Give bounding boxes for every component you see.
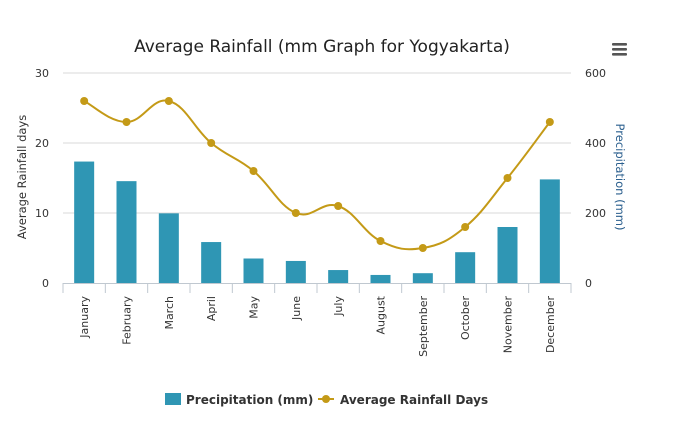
- bar[interactable]: [412, 273, 433, 283]
- line-point[interactable]: [503, 174, 512, 182]
- x-tick-label: August: [375, 295, 388, 334]
- bar[interactable]: [201, 242, 222, 283]
- legend-label-precipitation: Precipitation (mm): [186, 393, 313, 407]
- bar[interactable]: [243, 258, 264, 284]
- x-tick-label: March: [163, 296, 176, 330]
- left-axis-ticks: 0 10 20 30: [35, 67, 49, 290]
- hamburger-menu-icon: [612, 43, 627, 56]
- x-tick-label: July: [332, 296, 345, 317]
- grid-lines: [63, 72, 571, 214]
- x-tick-label: June: [290, 296, 303, 321]
- bar[interactable]: [328, 270, 349, 283]
- line-series: [80, 97, 554, 252]
- line-point[interactable]: [207, 139, 216, 147]
- left-tick-label: 30: [35, 67, 49, 80]
- line-point[interactable]: [122, 118, 131, 126]
- menu-button[interactable]: [608, 38, 632, 58]
- line-point[interactable]: [291, 209, 300, 217]
- x-axis: January February March April May June July Augu…: [62, 283, 572, 357]
- line-point[interactable]: [461, 223, 470, 231]
- legend-swatch-precipitation: [165, 393, 181, 405]
- right-axis-title: Precipitation (mm): [613, 124, 627, 231]
- legend-item-precipitation[interactable]: Precipitation (mm): [165, 393, 313, 407]
- x-tick-label: February: [121, 296, 134, 345]
- legend-swatch-marker: [322, 395, 330, 403]
- x-tick-label: October: [459, 296, 472, 340]
- line-point[interactable]: [376, 237, 385, 245]
- line-point[interactable]: [418, 244, 427, 252]
- right-tick-label: 0: [585, 277, 592, 290]
- x-tick-label: September: [417, 296, 430, 357]
- line-point[interactable]: [545, 118, 554, 126]
- bar[interactable]: [539, 179, 560, 283]
- bar[interactable]: [74, 161, 95, 283]
- bar-series: [74, 161, 560, 284]
- x-tick-label: November: [502, 296, 515, 354]
- x-tick-label: May: [248, 296, 261, 319]
- left-tick-label: 20: [35, 137, 49, 150]
- line-point[interactable]: [80, 97, 89, 105]
- legend: Precipitation (mm) Average Rainfall Days: [165, 393, 488, 407]
- bar[interactable]: [285, 260, 306, 283]
- bar[interactable]: [116, 181, 137, 283]
- right-tick-label: 200: [585, 207, 606, 220]
- x-tick-label: January: [78, 296, 91, 339]
- rainfall-days-line: [83, 99, 551, 251]
- x-tick-label: April: [205, 296, 218, 321]
- chart-title: Average Rainfall (mm Graph for Yogyakart…: [134, 37, 510, 57]
- left-tick-label: 10: [35, 207, 49, 220]
- left-tick-label: 0: [42, 277, 49, 290]
- right-tick-label: 400: [585, 137, 606, 150]
- right-tick-label: 600: [585, 67, 606, 80]
- right-axis-ticks: 0 200 400 600: [585, 67, 606, 290]
- bar[interactable]: [497, 227, 518, 283]
- left-axis-title: Average Rainfall days: [15, 115, 29, 239]
- bar[interactable]: [455, 252, 476, 283]
- bar[interactable]: [370, 274, 391, 283]
- bar[interactable]: [158, 213, 179, 283]
- x-tick-label: December: [544, 296, 557, 354]
- legend-label-rainfall-days: Average Rainfall Days: [340, 393, 488, 407]
- line-point[interactable]: [164, 97, 173, 105]
- line-point[interactable]: [249, 167, 258, 175]
- legend-item-rainfall-days[interactable]: Average Rainfall Days: [318, 393, 488, 407]
- line-point[interactable]: [334, 202, 343, 210]
